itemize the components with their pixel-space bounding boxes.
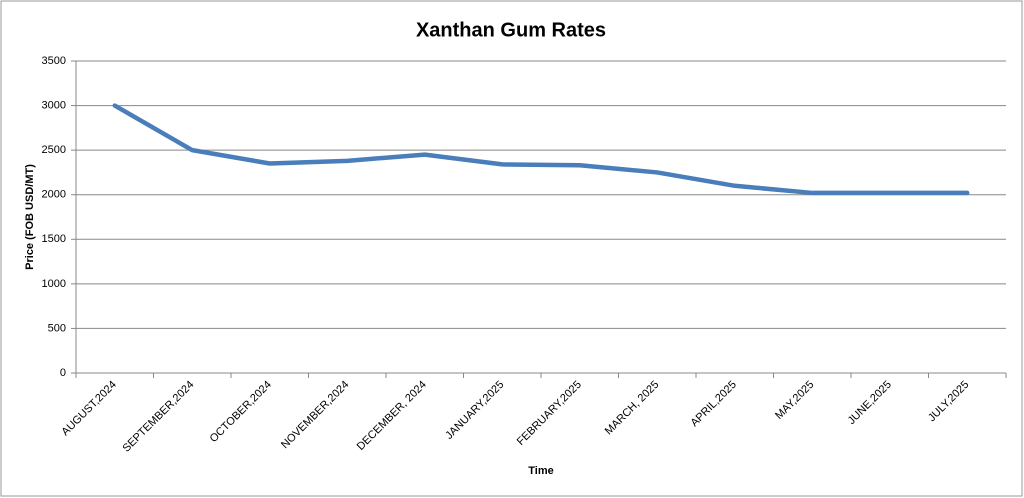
y-tick-label: 2000 [42,189,66,201]
y-tick-label: 1500 [42,233,66,245]
data-line [112,103,970,196]
y-tick-label: 500 [48,322,66,334]
y-tick-label: 0 [60,367,66,379]
y-tick-label: 3000 [42,99,66,111]
y-axis-label: Price (FOB USD/MT) [24,164,36,270]
x-axis-label: Time [528,465,553,477]
chart-title: Xanthan Gum Rates [416,19,606,41]
y-tick-label: 2500 [42,144,66,156]
y-tick-label: 1000 [42,278,66,290]
y-tick-label: 3500 [42,55,66,67]
